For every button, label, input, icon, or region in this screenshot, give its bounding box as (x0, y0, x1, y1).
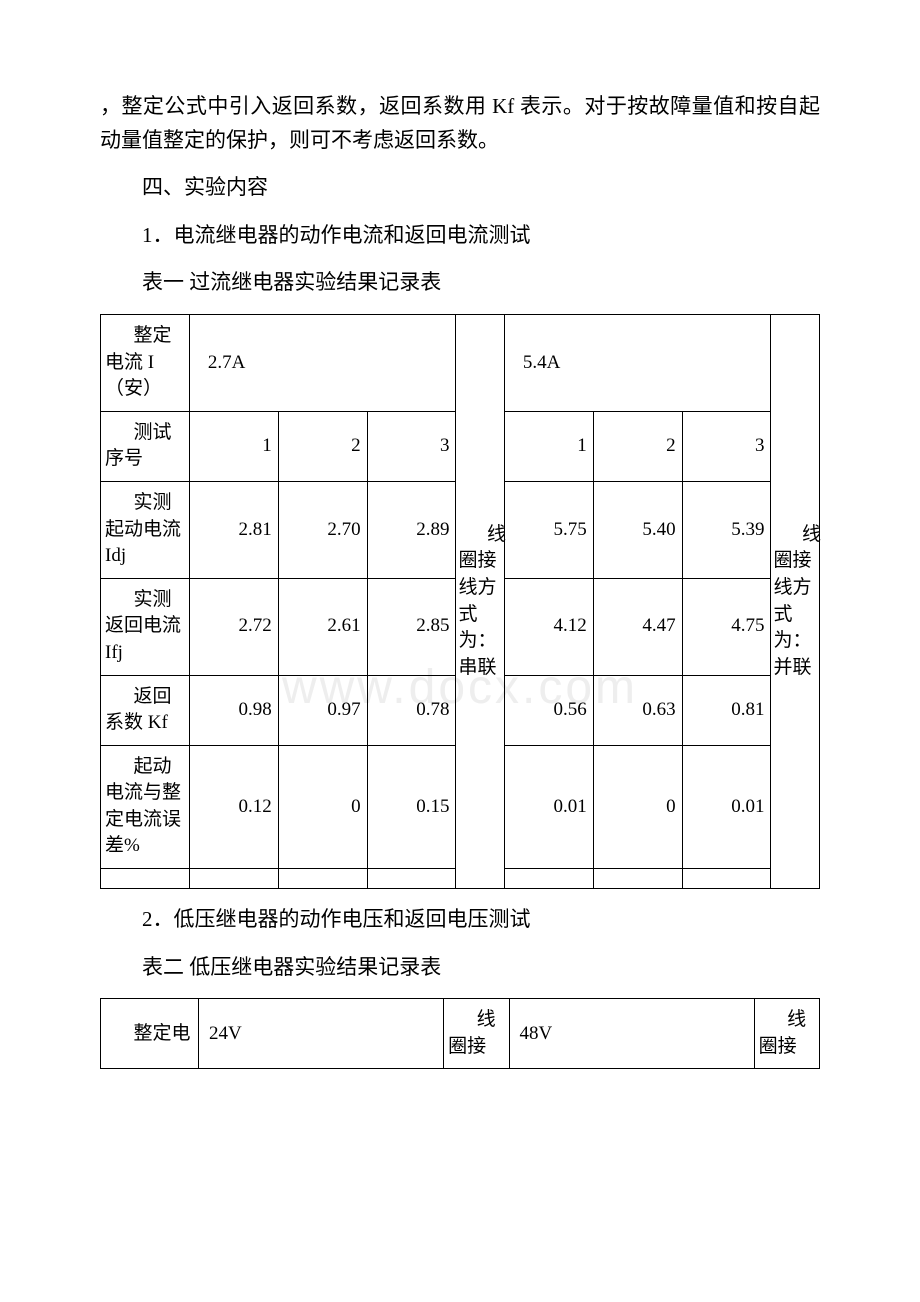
item-2-title: 2．低压继电器的动作电压和返回电压测试 (100, 903, 820, 937)
setting-left: 2.7A (189, 314, 456, 411)
cell: 4.12 (504, 578, 593, 675)
cell: 2.72 (189, 578, 278, 675)
section-4-title: 四、实验内容 (100, 171, 820, 205)
table-header-label: 整定电流 I（安） (101, 314, 190, 411)
cell: 0.63 (593, 675, 682, 745)
cell: 0.01 (682, 745, 771, 868)
table-1-caption: 表一 过流继电器实验结果记录表 (100, 266, 820, 300)
row-label: 测试序号 (101, 411, 190, 481)
cell: 0.01 (504, 745, 593, 868)
coil-left: 线圈接线方式为：串联 (456, 314, 504, 888)
cell: 5.75 (504, 481, 593, 578)
table-row: 整定电流 I（安） 2.7A 线圈接线方式为：串联 5.4A 线圈接线方式为：并… (101, 314, 820, 411)
setting-right: 5.4A (504, 314, 771, 411)
cell: 1 (504, 411, 593, 481)
row-label: 起动电流与整定电流误差% (101, 745, 190, 868)
table-2-caption: 表二 低压继电器实验结果记录表 (100, 951, 820, 985)
cell: 0.56 (504, 675, 593, 745)
cell: 3 (367, 411, 456, 481)
empty-cell (367, 869, 456, 889)
cell: 2 (278, 411, 367, 481)
table2-header: 整定电 (101, 999, 199, 1069)
item-1-title: 1．电流继电器的动作电流和返回电流测试 (100, 219, 820, 253)
cell: 2.81 (189, 481, 278, 578)
intro-paragraph: ，整定公式中引入返回系数，返回系数用 Kf 表示。对于按故障量值和按自起动量值整… (100, 90, 820, 157)
table-1: 整定电流 I（安） 2.7A 线圈接线方式为：串联 5.4A 线圈接线方式为：并… (100, 314, 820, 889)
cell: 5.40 (593, 481, 682, 578)
row-label: 实测起动电流 Idj (101, 481, 190, 578)
empty-cell (189, 869, 278, 889)
cell: 0.78 (367, 675, 456, 745)
cell: 3 (682, 411, 771, 481)
cell: 0 (278, 745, 367, 868)
table-row: 整定电 24V 线圈接 48V 线圈接 (101, 999, 820, 1069)
cell: 0.12 (189, 745, 278, 868)
empty-cell (504, 869, 593, 889)
coil-right: 线圈接线方式为：并联 (771, 314, 820, 888)
document-content: ，整定公式中引入返回系数，返回系数用 Kf 表示。对于按故障量值和按自起动量值整… (100, 90, 820, 1069)
empty-cell (682, 869, 771, 889)
cell: 0 (593, 745, 682, 868)
table2-left-setting: 24V (199, 999, 444, 1069)
table-2: 整定电 24V 线圈接 48V 线圈接 (100, 998, 820, 1069)
row-label: 实测返回电流 Ifj (101, 578, 190, 675)
table2-coil-right: 线圈接 (754, 999, 819, 1069)
table2-coil-left: 线圈接 (444, 999, 509, 1069)
empty-cell (278, 869, 367, 889)
cell: 2.70 (278, 481, 367, 578)
empty-cell (101, 869, 190, 889)
cell: 0.81 (682, 675, 771, 745)
table2-right-setting: 48V (509, 999, 754, 1069)
cell: 0.98 (189, 675, 278, 745)
cell: 2.61 (278, 578, 367, 675)
empty-cell (593, 869, 682, 889)
cell: 4.75 (682, 578, 771, 675)
cell: 2.85 (367, 578, 456, 675)
cell: 0.97 (278, 675, 367, 745)
cell: 4.47 (593, 578, 682, 675)
row-label: 返回系数 Kf (101, 675, 190, 745)
cell: 5.39 (682, 481, 771, 578)
cell: 2.89 (367, 481, 456, 578)
cell: 2 (593, 411, 682, 481)
cell: 0.15 (367, 745, 456, 868)
cell: 1 (189, 411, 278, 481)
